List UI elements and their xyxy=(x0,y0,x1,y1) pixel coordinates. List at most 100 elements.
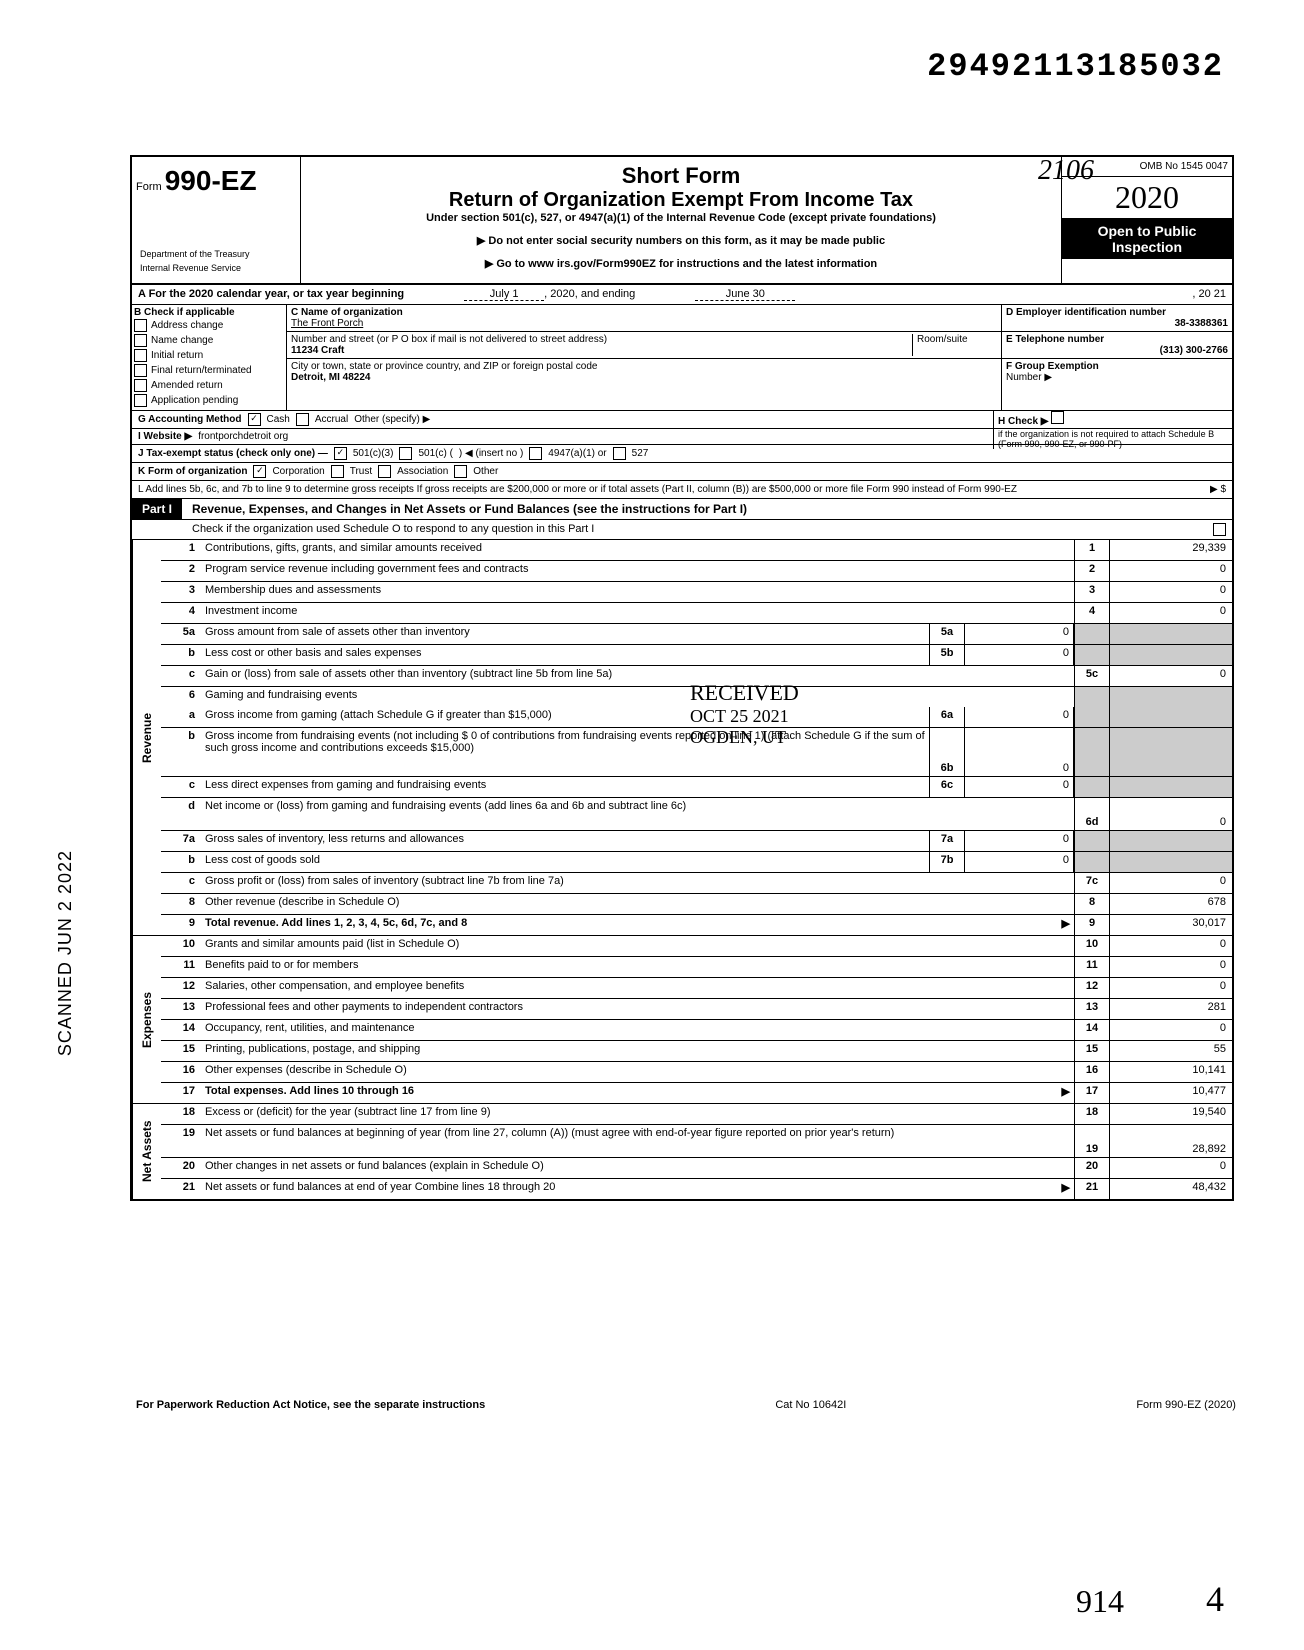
g-accrual: Accrual xyxy=(315,414,348,425)
shaded-cell xyxy=(1074,624,1110,644)
b-item-3: Final return/terminated xyxy=(151,365,252,376)
line-10-rn: 10 xyxy=(1074,936,1110,956)
line-19-rn: 19 xyxy=(1074,1125,1110,1157)
line-7c-num: c xyxy=(161,873,201,893)
checkbox-pending[interactable] xyxy=(134,394,147,407)
line-2-num: 2 xyxy=(161,561,201,581)
checkbox-cash[interactable]: ✓ xyxy=(248,413,261,426)
line-10-desc: Grants and similar amounts paid (list in… xyxy=(201,936,1074,956)
shaded-cell xyxy=(1074,707,1110,727)
arrow-icon: ▶ xyxy=(1062,1085,1070,1098)
line-10-num: 10 xyxy=(161,936,201,956)
section-b: B Check if applicable Address change Nam… xyxy=(132,305,287,410)
line-5a-mn: 5a xyxy=(929,624,965,644)
line-13-val: 281 xyxy=(1110,999,1232,1019)
revenue-label: Revenue xyxy=(132,540,161,935)
line-16-val: 10,141 xyxy=(1110,1062,1232,1082)
line-11-val: 0 xyxy=(1110,957,1232,977)
checkbox-name[interactable] xyxy=(134,334,147,347)
line-4-val: 0 xyxy=(1110,603,1232,623)
line-12-val: 0 xyxy=(1110,978,1232,998)
checkbox-527[interactable] xyxy=(613,447,626,460)
check-schedule-o: Check if the organization used Schedule … xyxy=(192,523,594,536)
line-15-num: 15 xyxy=(161,1041,201,1061)
phone: (313) 300-2766 xyxy=(1006,345,1228,356)
checkbox-h[interactable] xyxy=(1051,411,1064,424)
line-19-num: 19 xyxy=(161,1125,201,1157)
short-form-title: Short Form xyxy=(307,163,1055,189)
part1-title: Revenue, Expenses, and Changes in Net As… xyxy=(182,502,747,516)
checkbox-accrual[interactable] xyxy=(296,413,309,426)
checkbox-initial[interactable] xyxy=(134,349,147,362)
line-6a-mv: 0 xyxy=(965,707,1074,727)
line-14-desc: Occupancy, rent, utilities, and maintena… xyxy=(201,1020,1074,1040)
footer-left: For Paperwork Reduction Act Notice, see … xyxy=(136,1399,485,1411)
g-cash: Cash xyxy=(267,414,290,425)
k-trust: Trust xyxy=(350,466,372,477)
line-3-desc: Membership dues and assessments xyxy=(201,582,1074,602)
f-label: F Group Exemption xyxy=(1006,361,1228,372)
checkbox-address[interactable] xyxy=(134,319,147,332)
footer-mid: Cat No 10642I xyxy=(775,1399,846,1411)
line-17-val: 10,477 xyxy=(1110,1083,1232,1103)
line-17-num: 17 xyxy=(161,1083,201,1103)
k-label: K Form of organization xyxy=(138,466,247,477)
line-12-desc: Salaries, other compensation, and employ… xyxy=(201,978,1074,998)
j-527: 527 xyxy=(632,448,649,459)
checkbox-corp[interactable]: ✓ xyxy=(253,465,266,478)
line-4-rn: 4 xyxy=(1074,603,1110,623)
line-7a-mv: 0 xyxy=(965,831,1074,851)
irs-label: Internal Revenue Service xyxy=(136,261,296,275)
checkbox-trust[interactable] xyxy=(331,465,344,478)
line-9-val: 30,017 xyxy=(1110,915,1232,935)
line-13-rn: 13 xyxy=(1074,999,1110,1019)
shaded-cell xyxy=(1074,687,1110,707)
line-20-val: 0 xyxy=(1110,1158,1232,1178)
arrow-icon: ▶ xyxy=(1062,917,1070,930)
b-item-2: Initial return xyxy=(151,350,203,361)
line-18-num: 18 xyxy=(161,1104,201,1124)
checkbox-amended[interactable] xyxy=(134,379,147,392)
shaded-cell xyxy=(1110,831,1232,851)
line-3-num: 3 xyxy=(161,582,201,602)
b-item-0: Address change xyxy=(151,320,223,331)
checkbox-final[interactable] xyxy=(134,364,147,377)
checkbox-assoc[interactable] xyxy=(378,465,391,478)
b-label: B Check if applicable xyxy=(134,307,284,318)
line-18-val: 19,540 xyxy=(1110,1104,1232,1124)
checkbox-501c3[interactable]: ✓ xyxy=(334,447,347,460)
line-6c-mn: 6c xyxy=(929,777,965,797)
checkbox-other[interactable] xyxy=(454,465,467,478)
line-14-num: 14 xyxy=(161,1020,201,1040)
line-15-val: 55 xyxy=(1110,1041,1232,1061)
checkbox-501c[interactable] xyxy=(399,447,412,460)
line-12-num: 12 xyxy=(161,978,201,998)
goto-url: ▶ Go to www irs.gov/Form990EZ for instru… xyxy=(307,257,1055,270)
checkbox-4947[interactable] xyxy=(529,447,542,460)
line-5b-mn: 5b xyxy=(929,645,965,665)
city-state-zip: Detroit, MI 48224 xyxy=(291,372,997,383)
line-17-desc: Total expenses. Add lines 10 through 16 xyxy=(205,1085,414,1097)
open-public-2: Inspection xyxy=(1066,239,1228,255)
line-6b-num: b xyxy=(161,728,201,776)
line-11-rn: 11 xyxy=(1074,957,1110,977)
line-2-val: 0 xyxy=(1110,561,1232,581)
line-7c-rn: 7c xyxy=(1074,873,1110,893)
line-18-rn: 18 xyxy=(1074,1104,1110,1124)
checkbox-schedule-o[interactable] xyxy=(1213,523,1226,536)
line-9-rn: 9 xyxy=(1074,915,1110,935)
line-a-yr: , 20 21 xyxy=(1192,288,1226,301)
form-year: 2020 xyxy=(1115,179,1179,215)
tax-year-end: June 30 xyxy=(695,288,795,301)
line-6b-mv: 0 xyxy=(965,728,1074,776)
k-corp: Corporation xyxy=(272,466,324,477)
line-18-desc: Excess or (deficit) for the year (subtra… xyxy=(201,1104,1074,1124)
j-label: J Tax-exempt status (check only one) — xyxy=(138,448,328,459)
line-5b-mv: 0 xyxy=(965,645,1074,665)
line-5a-mv: 0 xyxy=(965,624,1074,644)
line-20-rn: 20 xyxy=(1074,1158,1110,1178)
line-9-num: 9 xyxy=(161,915,201,935)
line-6a-mn: 6a xyxy=(929,707,965,727)
line-7c-desc: Gross profit or (loss) from sales of inv… xyxy=(201,873,1074,893)
section-def: D Employer identification number 38-3388… xyxy=(1002,305,1232,410)
